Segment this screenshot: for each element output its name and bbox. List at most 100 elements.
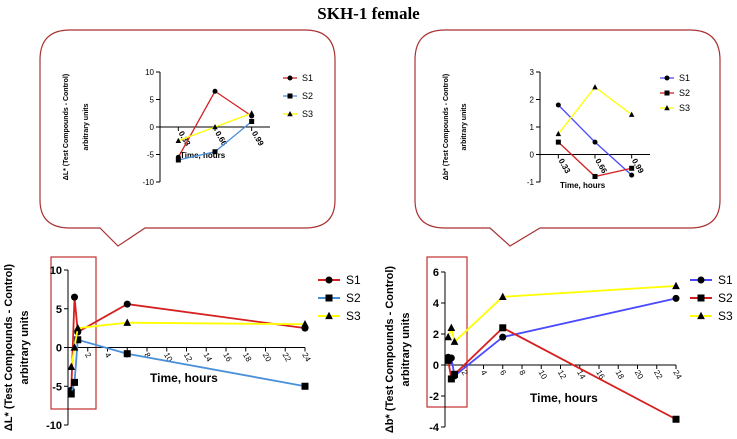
y-tick-label: 0 [56,343,62,355]
data-point-S3 [592,84,598,90]
series-S3 [67,318,309,371]
legend-item-S1: S1 [318,273,361,287]
data-point-S3 [123,318,132,326]
legend-marker [697,276,705,284]
figure-title: SKH-1 female [317,4,420,23]
y-tick-label: -10 [142,178,154,187]
x-tick-label: 6 [498,369,508,378]
y-axis-label: Δb* (Test Compounds - Control) [443,74,450,180]
data-point-S3 [672,281,680,290]
legend-item-S3: S3 [690,309,733,323]
data-point-S2 [74,336,82,344]
legend-label: S3 [718,309,733,323]
x-tick-label: 18 [241,351,254,364]
x-tick-label: 14 [575,369,588,382]
data-point-S1 [592,139,598,145]
legend-item-S3: S3 [283,109,313,119]
data-point-S3 [447,323,456,331]
data-point-S1 [123,300,131,308]
legend-marker [697,294,705,302]
legend-item-S1: S1 [283,73,313,83]
y-tick-label: 2 [530,96,535,105]
y-axis-label: Δb* (Test Compounds - Control) [384,266,396,434]
y-axis-label: ΔL* (Test Compounds - Control) [3,264,15,432]
series-S3 [444,281,680,345]
y-axis-label: arbitrary units [400,313,412,387]
data-point-S2 [212,149,218,155]
legend-label: S3 [302,109,313,119]
x-tick-label: 14 [202,351,215,364]
y-tick-label: 2 [433,329,439,341]
x-axis-label: Time, hours [560,181,606,190]
x-tick-label: 12 [556,369,569,382]
data-point-S3 [73,323,82,332]
data-point-S3 [212,124,218,130]
highlight-box-left [50,256,97,410]
legend-marker [325,311,333,320]
y-tick-label: 6 [433,267,439,279]
x-tick-label: 4 [479,369,489,378]
y-tick-label: 3 [530,68,535,77]
data-point-S1 [555,102,561,108]
data-point-S2 [175,157,181,163]
y-tick-label: 5 [150,96,155,105]
legend-marker [664,105,670,111]
y-tick-label: 0 [150,123,155,132]
data-point-S1 [672,294,680,302]
data-point-S2 [301,382,309,390]
y-tick-label: -5 [52,381,62,393]
series-S2 [67,336,309,398]
data-point-S3 [555,130,562,137]
x-tick-label: 22 [652,369,665,382]
legend-marker [287,111,293,117]
legend-marker [664,75,670,81]
x-tick-label: 8 [142,351,152,360]
legend-label: S1 [346,273,361,287]
data-point-S1 [499,333,507,341]
data-point-S3 [628,111,635,117]
y-tick-label: 0 [433,360,439,372]
series-S2 [444,324,680,423]
legend-marker [287,75,293,81]
data-point-S3 [70,343,79,351]
legend-item-S2: S2 [660,88,690,98]
y-tick-label: -10 [46,420,62,432]
legend-item-S2: S2 [283,91,313,101]
y-tick-label: 0 [530,151,535,160]
data-point-S3 [67,362,76,371]
callout-bubble-right [414,29,721,247]
series-S2 [175,119,255,163]
legend-label: S1 [302,73,313,83]
x-axis-label: Time, hours [150,371,218,385]
data-point-S2 [499,324,507,332]
legend-item-S1: S1 [660,73,690,83]
data-point-S2 [672,415,680,423]
legend-item-S2: S2 [318,291,361,305]
x-tick-label: 10 [537,369,550,382]
x-tick-label: 24 [671,369,684,382]
legend-label: S1 [718,273,733,287]
data-point-S1 [629,172,635,178]
legend-item-S1: S1 [690,273,733,287]
data-point-S1 [71,293,79,301]
x-tick-label: 12 [182,351,195,364]
x-tick-label: 22 [281,351,294,364]
legend-label: S3 [346,309,361,323]
legend-label: S2 [346,291,361,305]
y-axis-label: arbitrary units [19,311,31,385]
x-tick-label: 2 [83,351,93,360]
y-tick-label: -2 [429,391,439,403]
x-tick-label: 8 [517,369,527,378]
x-tick-label: 2 [460,369,470,378]
legend-marker [325,294,333,302]
data-point-S2 [447,375,455,383]
legend-marker [697,311,705,320]
data-point-S3 [450,337,459,345]
y-axis-label: ΔL* (Test Compounds - Control) [63,74,70,180]
legend-label: S2 [718,291,733,305]
data-point-S3 [248,110,255,116]
legend-label: S3 [679,103,690,113]
